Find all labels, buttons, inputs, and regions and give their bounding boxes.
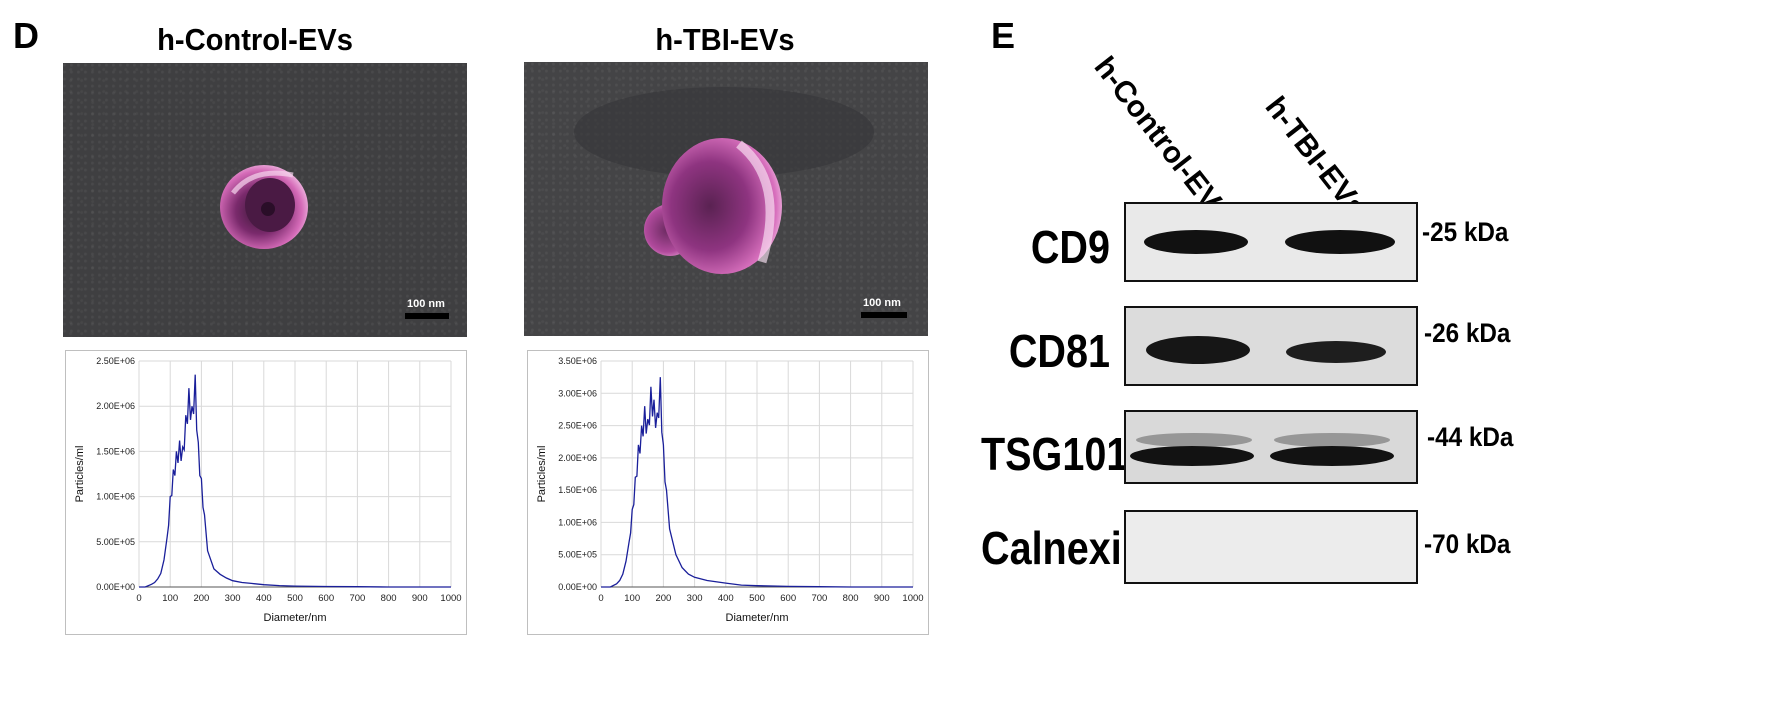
x-tick-label: 700 (349, 593, 365, 604)
panel-letter-d: D (13, 15, 39, 56)
kda-label-calnexin: -70 kDa (1424, 529, 1511, 559)
vesicle-graphic-control (220, 165, 308, 249)
tem-image-control: 100 nm (63, 63, 467, 337)
x-tick-label: 500 (287, 593, 303, 604)
y-tick-label: 0.00E+00 (96, 582, 135, 592)
blot-calnexin (1124, 510, 1418, 584)
nta-chart-tbi: 0.00E+00 5.00E+05 1.00E+06 1.50E+06 2.00E+06… (527, 350, 929, 635)
y-tick-label: 2.00E+06 (96, 401, 135, 411)
x-axis-label: Diameter/nm (726, 612, 789, 624)
y-tick-label: 2.00E+06 (558, 453, 597, 463)
x-tick-label: 100 (624, 593, 640, 604)
x-tick-label: 0 (136, 593, 141, 604)
x-tick-label: 1000 (440, 593, 461, 604)
x-tick-label: 300 (687, 593, 703, 604)
protein-label-cd9: CD9 (1030, 221, 1110, 273)
x-tick-label: 900 (412, 593, 428, 604)
y-tick-label: 1.50E+06 (96, 446, 135, 456)
y-tick-label: 2.50E+06 (558, 421, 597, 431)
protein-label-calnexin: Calnexin (981, 522, 1146, 574)
blot-cd9 (1124, 202, 1418, 282)
y-tick-label: 5.00E+05 (96, 537, 135, 547)
x-tick-label: 100 (162, 593, 178, 604)
x-tick-label: 800 (843, 593, 859, 604)
kda-label-cd9: -25 kDa (1422, 217, 1509, 247)
panel-letter-e: E (991, 15, 1016, 56)
y-tick-label: 1.00E+06 (558, 517, 597, 527)
y-tick-label: 5.00E+05 (558, 550, 597, 560)
y-tick-label: 1.00E+06 (96, 492, 135, 502)
vesicle-graphic-tbi (574, 87, 874, 274)
kda-label-cd81: -26 kDa (1424, 318, 1511, 348)
y-tick-label: 1.50E+06 (558, 485, 597, 495)
x-tick-label: 1000 (902, 593, 923, 604)
y-tick-label: 0.00E+00 (558, 582, 597, 592)
nta-chart-svg-tbi: 0.00E+00 5.00E+05 1.00E+06 1.50E+06 2.00E+06… (536, 356, 924, 624)
tem-title-tbi: h-TBI-EVs (655, 22, 795, 57)
x-tick-label: 800 (381, 593, 397, 604)
scale-label-control: 100 nm (407, 298, 445, 310)
series-line (601, 377, 913, 588)
nta-chart-control: 0.00E+00 5.00E+05 1.00E+06 1.50E+06 2.00E+06… (65, 350, 467, 635)
kda-label-tsg101: -44 kDa (1427, 422, 1514, 452)
blot-tsg101 (1124, 410, 1418, 484)
x-axis-label: Diameter/nm (264, 612, 327, 624)
tem-image-tbi: 100 nm (524, 62, 928, 336)
y-axis-label: Particles/ml (536, 446, 548, 503)
x-tick-label: 400 (718, 593, 734, 604)
tem-title-control: h-Control-EVs (157, 22, 353, 57)
scale-bar-control (405, 313, 449, 319)
x-tick-label: 600 (318, 593, 334, 604)
protein-label-tsg101: TSG101 (981, 428, 1129, 480)
x-tick-label: 700 (811, 593, 827, 604)
x-tick-label: 400 (256, 593, 272, 604)
x-tick-label: 500 (749, 593, 765, 604)
y-tick-label: 2.50E+06 (96, 356, 135, 366)
y-tick-label: 3.50E+06 (558, 356, 597, 366)
blot-cd81 (1124, 306, 1418, 386)
scale-label-tbi: 100 nm (863, 297, 901, 309)
scale-bar-tbi (861, 312, 907, 318)
y-axis-label: Particles/ml (74, 446, 86, 503)
x-tick-label: 200 (193, 593, 209, 604)
series-line (139, 374, 451, 588)
y-tick-label: 3.00E+06 (558, 388, 597, 398)
x-tick-label: 600 (780, 593, 796, 604)
nta-chart-svg-control: 0.00E+00 5.00E+05 1.00E+06 1.50E+06 2.00E+06… (74, 356, 462, 624)
x-tick-label: 200 (655, 593, 671, 604)
protein-label-cd81: CD81 (1008, 325, 1110, 377)
x-tick-label: 0 (598, 593, 603, 604)
x-tick-label: 900 (874, 593, 890, 604)
x-tick-label: 300 (225, 593, 241, 604)
